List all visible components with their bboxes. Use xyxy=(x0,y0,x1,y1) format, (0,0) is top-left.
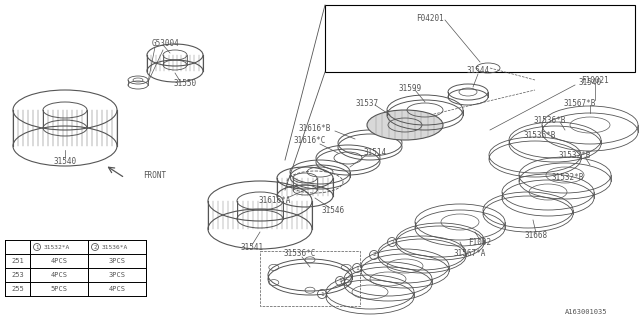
Text: 31537: 31537 xyxy=(355,99,379,108)
Text: 2: 2 xyxy=(390,239,394,244)
Text: F10021: F10021 xyxy=(581,76,609,84)
Text: 31536*B: 31536*B xyxy=(524,131,556,140)
Text: F1002: F1002 xyxy=(468,237,492,246)
Text: 253: 253 xyxy=(11,272,24,278)
Text: 31616*C: 31616*C xyxy=(294,135,326,145)
Text: 251: 251 xyxy=(11,258,24,264)
Text: 31599: 31599 xyxy=(399,84,422,92)
Text: G53004: G53004 xyxy=(151,38,179,47)
Text: A163001035: A163001035 xyxy=(565,309,607,315)
Text: 31668: 31668 xyxy=(524,230,548,239)
Text: 31544: 31544 xyxy=(467,66,490,75)
Text: 3PCS: 3PCS xyxy=(109,258,125,264)
Text: 31540: 31540 xyxy=(53,156,77,165)
Text: FRONT: FRONT xyxy=(143,171,166,180)
Text: 2: 2 xyxy=(93,244,97,250)
Text: 3PCS: 3PCS xyxy=(109,272,125,278)
Text: 31536*A: 31536*A xyxy=(102,244,128,250)
Text: 31616*B: 31616*B xyxy=(299,124,331,132)
Text: 1: 1 xyxy=(35,244,38,250)
Text: 31567*B: 31567*B xyxy=(564,99,596,108)
Text: 31616*A: 31616*A xyxy=(259,196,291,204)
Text: 1: 1 xyxy=(320,292,324,297)
Text: 31540: 31540 xyxy=(579,77,602,86)
Text: 1: 1 xyxy=(338,278,342,284)
Bar xyxy=(325,5,635,72)
Text: 4PCS: 4PCS xyxy=(109,286,125,292)
Text: 1: 1 xyxy=(355,266,359,270)
Text: 255: 255 xyxy=(11,286,24,292)
Text: 4PCS: 4PCS xyxy=(51,272,67,278)
Text: 31536*B: 31536*B xyxy=(534,116,566,124)
Text: 4PCS: 4PCS xyxy=(51,258,67,264)
Text: 5PCS: 5PCS xyxy=(51,286,67,292)
Text: F04201: F04201 xyxy=(416,13,444,22)
Text: 31532*B: 31532*B xyxy=(559,150,591,159)
Text: 31532*B: 31532*B xyxy=(552,172,584,181)
Text: 31514: 31514 xyxy=(364,148,387,156)
Bar xyxy=(260,251,360,306)
Ellipse shape xyxy=(367,110,443,140)
Text: 31546: 31546 xyxy=(321,205,344,214)
Text: 31567*A: 31567*A xyxy=(454,250,486,259)
Text: 31536*C: 31536*C xyxy=(284,249,316,258)
Text: 31550: 31550 xyxy=(173,78,196,87)
Text: 2: 2 xyxy=(372,252,376,258)
Text: 31541: 31541 xyxy=(241,243,264,252)
Text: 31532*A: 31532*A xyxy=(44,244,70,250)
